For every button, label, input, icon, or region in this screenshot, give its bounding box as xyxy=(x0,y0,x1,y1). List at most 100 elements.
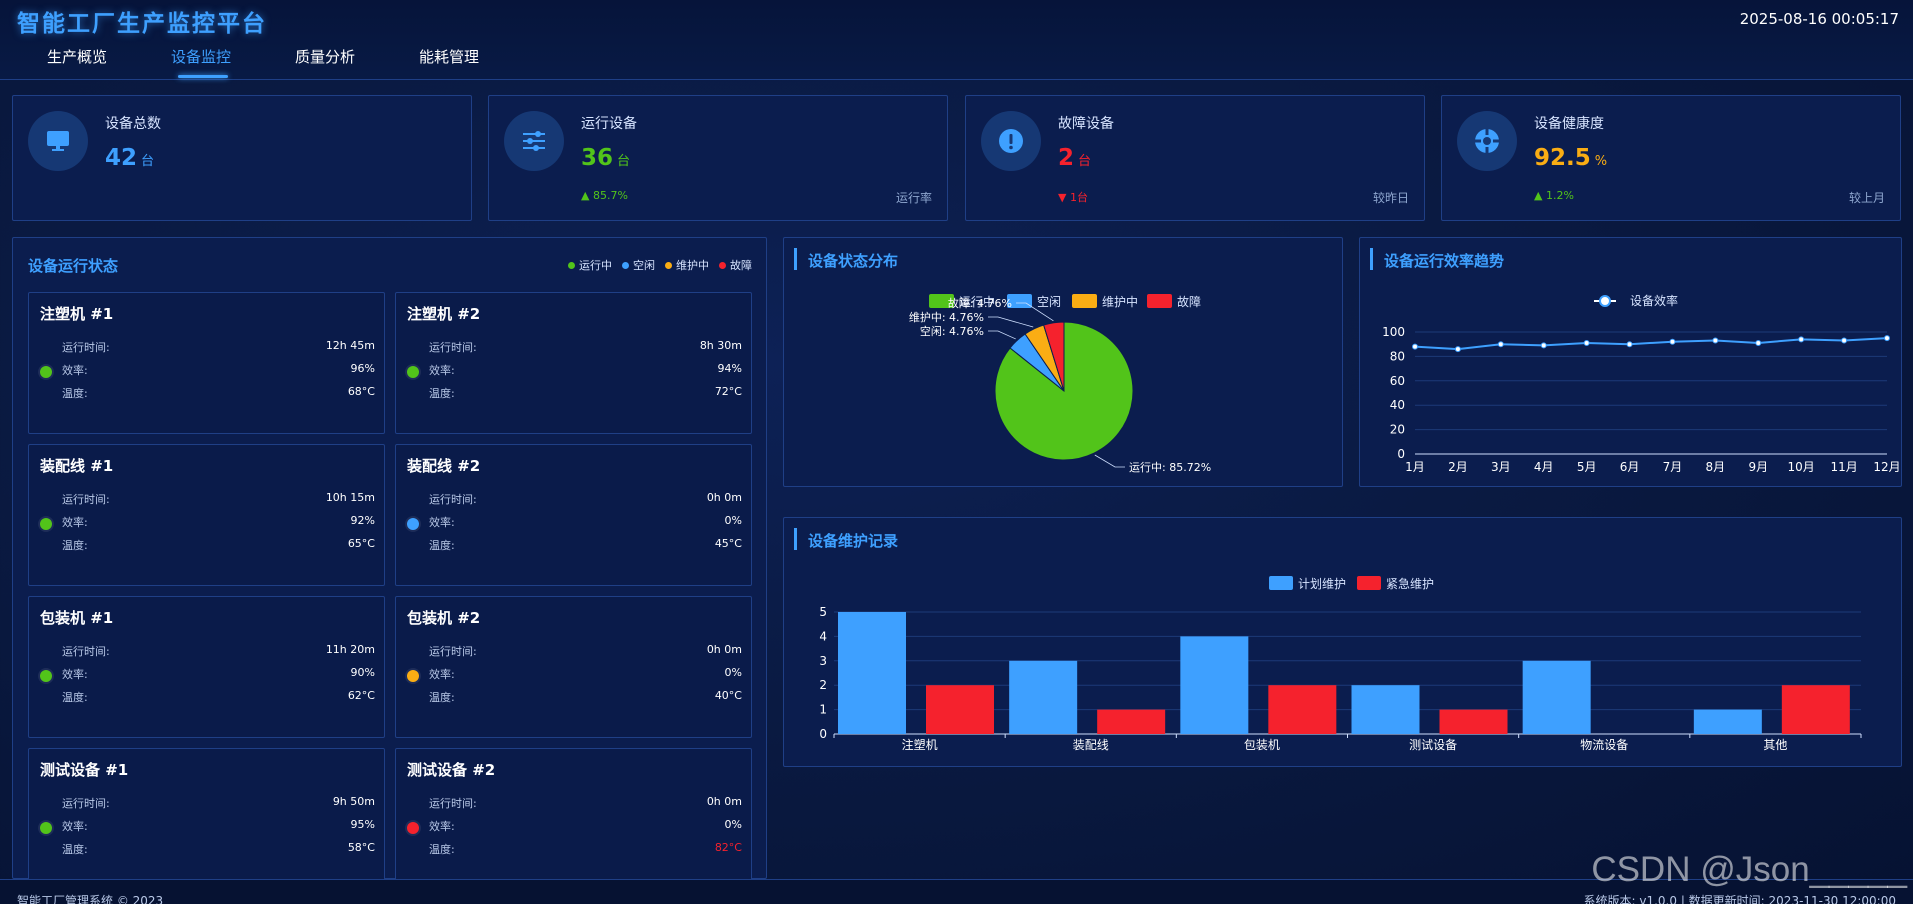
bar xyxy=(1693,709,1762,734)
row-label: 效率: xyxy=(62,516,88,529)
y-tick-label: 40 xyxy=(1390,398,1405,412)
temperature-row: 温度: 72°C xyxy=(429,385,742,401)
legend-swatch xyxy=(929,294,954,308)
row-label: 温度: xyxy=(429,387,455,400)
row-value: 95% xyxy=(350,818,375,831)
efficiency-row: 效率: 95% xyxy=(62,818,375,834)
label-line xyxy=(1094,454,1125,468)
row-value: 10h 15m xyxy=(325,491,375,504)
legend-swatch xyxy=(1007,294,1032,308)
device-card[interactable]: 装配线 #2 运行时间: 0h 0m 效率: 0% 温度: 45°C xyxy=(395,444,752,586)
device-name: 包装机 #2 xyxy=(407,609,481,627)
status-indicator-icon xyxy=(407,670,419,682)
watermark: CSDN @Json_____ xyxy=(1591,850,1907,889)
row-label: 运行时间: xyxy=(62,797,110,810)
row-label: 运行时间: xyxy=(62,493,110,506)
bar xyxy=(1439,709,1508,734)
x-tick-label: 5月 xyxy=(1577,460,1597,474)
stat-label: 故障设备 xyxy=(1058,116,1114,132)
efficiency-row: 效率: 96% xyxy=(62,362,375,378)
x-tick-label: 7月 xyxy=(1663,460,1683,474)
bar xyxy=(1351,685,1420,734)
data-point xyxy=(1583,339,1590,346)
row-value: 94% xyxy=(717,362,742,375)
pie-slice xyxy=(994,321,1134,461)
bar xyxy=(1097,709,1166,734)
device-name: 包装机 #1 xyxy=(40,609,114,627)
tab-energy-management[interactable]: 能耗管理 xyxy=(419,48,480,66)
efficiency-row: 效率: 0% xyxy=(429,666,742,682)
status-indicator-icon xyxy=(40,366,52,378)
row-label: 温度: xyxy=(62,691,88,704)
efficiency-row: 效率: 0% xyxy=(429,514,742,530)
x-tick-label: 注塑机 xyxy=(902,737,938,752)
device-card[interactable]: 注塑机 #2 运行时间: 8h 30m 效率: 94% 温度: 72°C xyxy=(395,292,752,434)
panel-title: 设备运行状态 xyxy=(28,257,119,275)
stat-change: ▼ 1台 xyxy=(1058,191,1088,204)
legend-swatch xyxy=(1072,294,1097,308)
row-value: 0h 0m xyxy=(706,795,742,808)
row-label: 温度: xyxy=(429,843,455,856)
device-card[interactable]: 测试设备 #2 运行时间: 0h 0m 效率: 0% 温度: 82°C xyxy=(395,748,752,890)
slice-label: 运行中: 85.72% xyxy=(1129,461,1211,474)
alert-icon xyxy=(981,111,1041,171)
x-tick-label: 包装机 xyxy=(1244,738,1280,752)
status-indicator-icon xyxy=(40,518,52,530)
runtime-row: 运行时间: 11h 20m xyxy=(62,643,375,659)
row-value: 65°C xyxy=(347,537,375,550)
legend-swatch xyxy=(1357,576,1381,590)
device-name: 装配线 #1 xyxy=(40,457,114,475)
row-label: 运行时间: xyxy=(429,797,477,810)
y-tick-label: 80 xyxy=(1390,349,1405,363)
monitor-icon xyxy=(28,111,88,171)
stat-value: 42 台 xyxy=(105,145,155,171)
app-title: 智能工厂生产监控平台 xyxy=(17,11,267,37)
stat-note: 较昨日 xyxy=(1372,191,1409,205)
temperature-row: 温度: 62°C xyxy=(62,689,375,705)
stat-label: 设备总数 xyxy=(105,116,161,132)
data-point xyxy=(1841,337,1848,344)
runtime-row: 运行时间: 8h 30m xyxy=(429,339,742,355)
x-tick-label: 2月 xyxy=(1448,460,1468,474)
series-line xyxy=(1414,337,1888,351)
tab-device-monitor[interactable]: 设备监控 xyxy=(171,48,232,66)
header-bar: 智能工厂生产监控平台 2025-08-16 00:05:17 生产概览 设备监控… xyxy=(0,0,1913,80)
tab-overview[interactable]: 生产概览 xyxy=(47,48,108,66)
status-legend: 运行中 空闲 维护中 故障 xyxy=(568,257,752,273)
row-label: 效率: xyxy=(429,516,455,529)
row-label: 运行时间: xyxy=(429,645,477,658)
stat-value: 36 台 xyxy=(581,145,631,171)
legend-item: 维护中 xyxy=(665,257,709,273)
stat-note: 较上月 xyxy=(1848,191,1885,205)
temperature-row: 温度: 68°C xyxy=(62,385,375,401)
row-label: 效率: xyxy=(429,820,455,833)
title-accent xyxy=(794,248,797,270)
stat-value: 92.5% xyxy=(1534,145,1608,171)
temperature-row: 温度: 40°C xyxy=(429,689,742,705)
device-card[interactable]: 包装机 #2 运行时间: 0h 0m 效率: 0% 温度: 40°C xyxy=(395,596,752,738)
efficiency-trend-panel: 设备运行效率趋势 设备效率 0 20 40 60 80 100 1月 2月 3月 4月 5月 6月 7月 8… xyxy=(1359,237,1902,487)
stat-change: ▲ 1.2% xyxy=(1534,189,1574,202)
device-card[interactable]: 测试设备 #1 运行时间: 9h 50m 效率: 95% 温度: 58°C xyxy=(28,748,385,890)
y-tick-label: 0 xyxy=(819,727,827,741)
y-tick-label: 1 xyxy=(819,703,827,717)
device-status-panel: 设备运行状态 运行中 空闲 维护中 故障 注塑机 #1 运行时间: 12h 45m 效… xyxy=(12,237,767,890)
device-card[interactable]: 包装机 #1 运行时间: 11h 20m 效率: 90% 温度: 62°C xyxy=(28,596,385,738)
slice-label: 维护中: 4.76% xyxy=(909,310,984,324)
temperature-row: 温度: 65°C xyxy=(62,537,375,553)
y-tick-label: 20 xyxy=(1390,423,1405,437)
tab-quality-analysis[interactable]: 质量分析 xyxy=(295,48,356,66)
device-name: 装配线 #2 xyxy=(407,457,481,475)
stat-label: 设备健康度 xyxy=(1534,116,1604,132)
maintenance-records-panel: 设备维护记录 计划维护 紧急维护 0 1 2 3 4 5 注塑机 装配线 包装机 测试设备 物流设备 其他 xyxy=(783,517,1902,767)
device-card[interactable]: 装配线 #1 运行时间: 10h 15m 效率: 92% 温度: 65°C xyxy=(28,444,385,586)
line-chart: 设备效率 0 20 40 60 80 100 1月 2月 3月 4月 5月 6月 7月 8月 9月 10月 11月… xyxy=(1382,293,1901,474)
stat-label: 运行设备 xyxy=(581,116,637,132)
row-value: 92% xyxy=(350,514,375,527)
bar xyxy=(1009,660,1078,734)
slice-label: 故障: 4.76% xyxy=(948,296,1012,310)
device-card[interactable]: 注塑机 #1 运行时间: 12h 45m 效率: 96% 温度: 68°C xyxy=(28,292,385,434)
runtime-row: 运行时间: 0h 0m xyxy=(429,643,742,659)
